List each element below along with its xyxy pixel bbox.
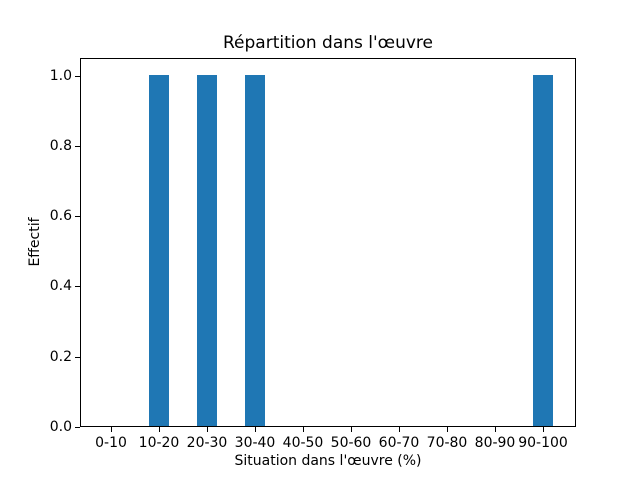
y-tick-label: 0.8 — [49, 137, 72, 154]
x-tick-label: 60-70 — [378, 435, 420, 451]
y-tick-label: 0.4 — [49, 278, 72, 295]
y-tick-mark — [75, 427, 80, 428]
x-tick-mark — [111, 427, 112, 432]
x-tick-label: 40-50 — [282, 435, 324, 451]
x-tick-mark — [495, 427, 496, 432]
x-tick-mark — [447, 427, 448, 432]
bar-20-30 — [197, 74, 217, 426]
x-tick-label: 0-10 — [95, 435, 127, 451]
x-tick-mark — [351, 427, 352, 432]
y-tick-mark — [75, 145, 80, 147]
y-tick-label: 0.0 — [49, 419, 72, 435]
x-tick-mark — [255, 427, 256, 432]
x-tick-label: 20-30 — [186, 435, 228, 451]
x-tick-mark — [207, 427, 208, 432]
x-tick-label: 80-90 — [474, 435, 516, 451]
bar-30-40 — [245, 74, 265, 426]
x-tick-label: 50-60 — [330, 435, 372, 451]
y-tick-mark — [75, 356, 80, 358]
x-tick-label: 90-100 — [518, 435, 568, 451]
x-tick-mark — [159, 427, 160, 432]
bar-90-100 — [533, 74, 553, 426]
y-tick-mark — [75, 216, 80, 218]
x-tick-label: 70-80 — [426, 435, 468, 451]
bar-10-20 — [149, 74, 169, 426]
y-tick-label: 0.2 — [49, 348, 72, 365]
plot-area — [80, 58, 576, 427]
y-tick-label: 1.0 — [49, 67, 72, 84]
y-axis-label: Effectif — [27, 217, 43, 267]
x-tick-label: 10-20 — [138, 435, 180, 451]
y-tick-mark — [75, 75, 80, 77]
x-tick-mark — [543, 427, 544, 432]
y-tick-label: 0.6 — [49, 208, 72, 225]
x-axis-label: Situation dans l'œuvre (%) — [234, 453, 422, 469]
x-tick-label: 30-40 — [234, 435, 276, 451]
chart-title: Répartition dans l'œuvre — [222, 33, 433, 53]
y-tick-mark — [75, 286, 80, 288]
x-tick-mark — [303, 427, 304, 432]
x-tick-mark — [399, 427, 400, 432]
